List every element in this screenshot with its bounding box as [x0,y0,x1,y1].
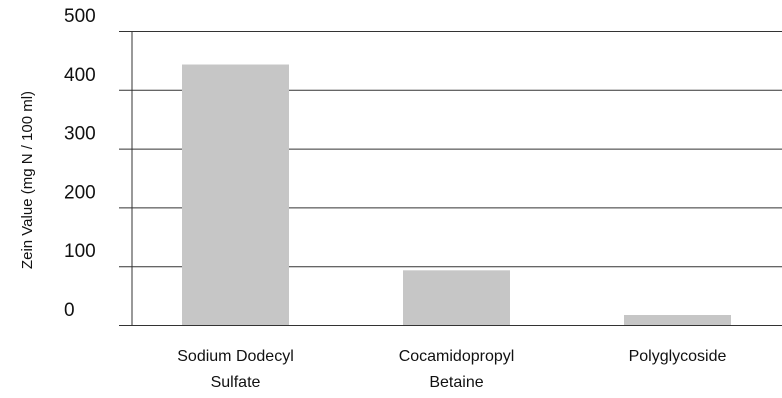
x-category-labels: Sodium Dodecyl Sulfate Cocamidopropyl Betai… [177,348,726,391]
y-tick-label: 400 [64,65,96,86]
bars [182,64,731,326]
bar [624,315,731,325]
y-tick-label: 500 [64,6,96,27]
bar [403,270,510,325]
y-tick-label: 0 [64,300,75,321]
y-axis-title: Zein Value (mg N / 100 ml) [19,91,36,269]
y-tick-label: 100 [64,241,96,262]
x-tick-label: Sodium Dodecyl Sulfate [177,348,294,391]
y-tick-labels: 0 100 200 300 400 500 [64,6,96,321]
bar [182,64,289,326]
x-tick-label: Cocamidopropyl Betaine [399,348,515,391]
y-tick-label: 300 [64,124,96,145]
y-tick-label: 200 [64,182,96,203]
x-tick-label: Polyglycoside [629,348,727,365]
